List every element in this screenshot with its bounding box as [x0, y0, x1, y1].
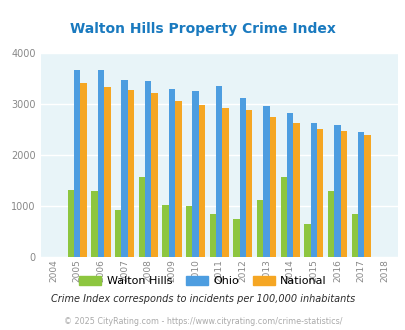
Bar	[256, 200, 263, 257]
Bar	[286, 113, 293, 257]
Bar	[209, 214, 215, 257]
Bar	[104, 86, 110, 257]
Bar	[269, 117, 275, 257]
Bar	[121, 81, 128, 257]
Bar	[215, 85, 222, 257]
Bar	[128, 90, 134, 257]
Bar	[139, 177, 145, 257]
Bar	[168, 89, 175, 257]
Bar	[364, 135, 370, 257]
Bar	[151, 93, 158, 257]
Bar	[280, 177, 286, 257]
Bar	[198, 106, 205, 257]
Bar	[316, 129, 323, 257]
Bar	[74, 70, 80, 257]
Bar	[145, 82, 151, 257]
Text: © 2025 CityRating.com - https://www.cityrating.com/crime-statistics/: © 2025 CityRating.com - https://www.city…	[64, 317, 341, 326]
Legend: Walton Hills, Ohio, National: Walton Hills, Ohio, National	[75, 271, 330, 290]
Bar	[162, 205, 168, 257]
Bar	[192, 91, 198, 257]
Bar	[68, 190, 74, 257]
Bar	[310, 123, 316, 257]
Bar	[233, 218, 239, 257]
Bar	[293, 123, 299, 257]
Bar	[304, 224, 310, 257]
Bar	[263, 106, 269, 257]
Bar	[351, 214, 357, 257]
Bar	[222, 108, 228, 257]
Bar	[239, 98, 245, 257]
Bar	[115, 210, 121, 257]
Bar	[245, 110, 252, 257]
Bar	[357, 132, 364, 257]
Bar	[185, 206, 192, 257]
Bar	[80, 83, 87, 257]
Bar	[98, 70, 104, 257]
Text: Walton Hills Property Crime Index: Walton Hills Property Crime Index	[70, 22, 335, 36]
Bar	[340, 131, 346, 257]
Bar	[334, 125, 340, 257]
Text: Crime Index corresponds to incidents per 100,000 inhabitants: Crime Index corresponds to incidents per…	[51, 294, 354, 304]
Bar	[175, 101, 181, 257]
Bar	[327, 191, 334, 257]
Bar	[91, 191, 98, 257]
